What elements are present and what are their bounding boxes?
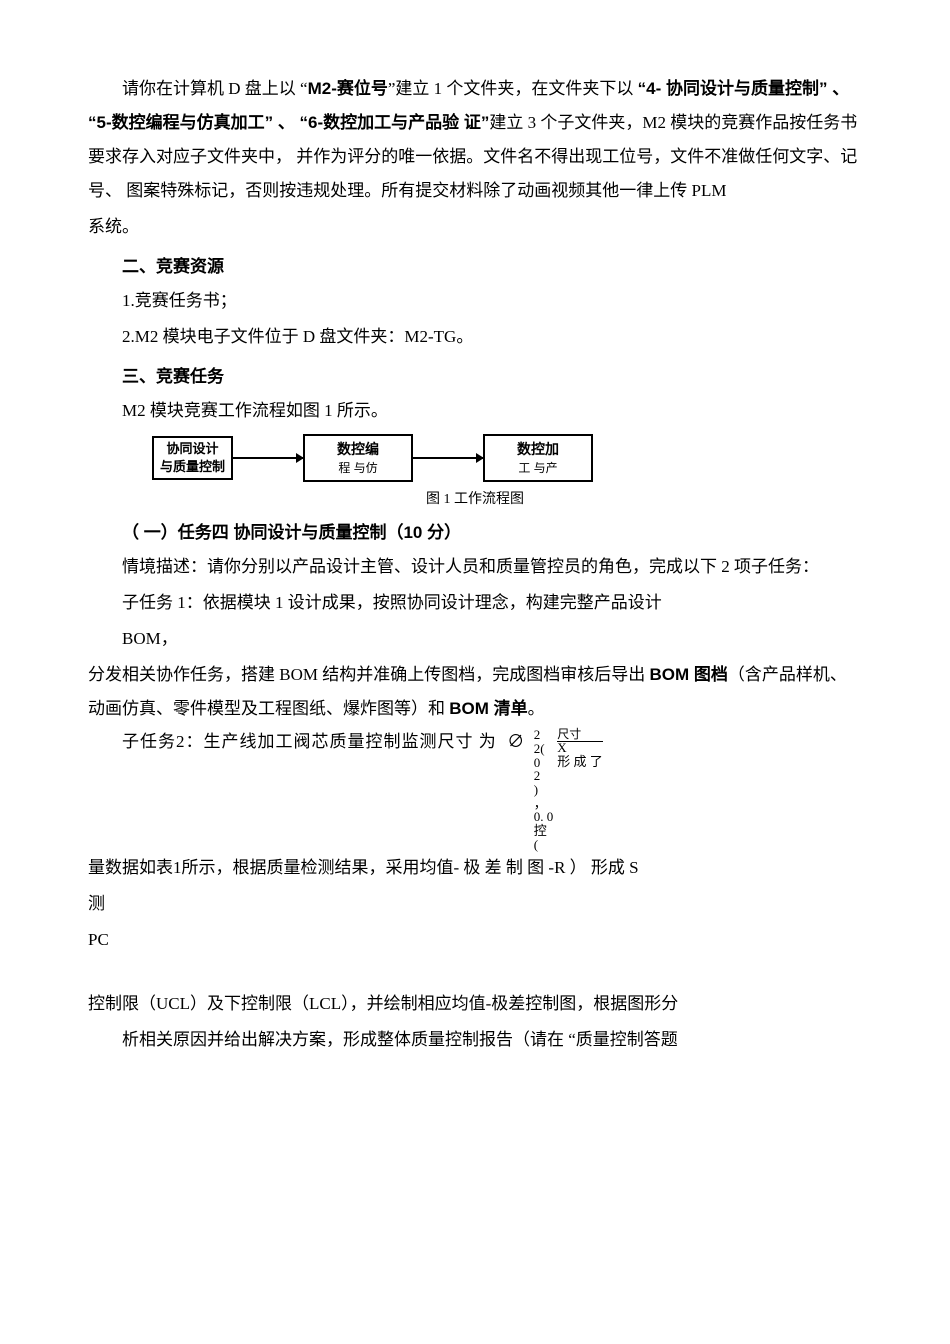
tail-p2: 析相关原因并给出解决方案，形成整体质量控制报告（请在 “质量控制答题 — [88, 1023, 862, 1057]
intro-bold-seat: M2-赛位号 — [308, 79, 388, 98]
flow-node-program: 数控编 程 与仿 — [303, 434, 413, 482]
intro-paragraph: 请你在计算机 D 盘上以 “M2-赛位号”建立 1 个文件夹，在文件夹下以 “4… — [88, 72, 862, 208]
flow-node-machining-l2: 工 与产 — [495, 460, 581, 477]
spacer — [88, 959, 862, 987]
task4-p2b: BOM， — [88, 622, 862, 656]
intro-text-1: 请你在计算机 D 盘上以 “ — [122, 79, 308, 98]
flowchart-row: 协同设计 与质量控制 数控编 程 与仿 数控加 工 与产 — [152, 434, 862, 482]
section-2-title: 二、竞赛资源 — [88, 250, 862, 284]
tail-p1: 控制限（UCL）及下控制限（LCL），并绘制相应均值-极差控制图，根据图形分 — [88, 987, 862, 1021]
task4-p2: 子任务 1：依据模块 1 设计成果，按照协同设计理念，构建完整产品设计 — [88, 586, 862, 620]
sub2-ctrl: 控 ( — [534, 824, 547, 851]
task4-p1: 情境描述：请你分别以产品设计主管、设计人员和质量管控员的角色，完成以下 2 项子… — [88, 550, 862, 584]
flow-node-program-l1: 数控编 — [315, 440, 401, 460]
task4-p3: 分发相关协作任务，搭建 BOM 结构并准确上传图档，完成图档审核后导出 BOM … — [88, 658, 862, 726]
intro-text-2: ”建立 1 个文件夹，在文件夹下以 — [388, 79, 638, 98]
subtask2-line3: 测 — [88, 887, 862, 921]
flow-node-design: 协同设计 与质量控制 — [152, 436, 233, 480]
sub2-r2: X 形 成 了 — [557, 741, 603, 768]
subtask2-line1: 子任务2：生产线加工阀芯质量控制监测尺寸 为 ∅ 2 2(0 2 )， 0. 0… — [122, 728, 862, 851]
flow-node-design-l1: 协同设计 — [160, 440, 225, 458]
flow-node-design-l2: 与质量控制 — [160, 458, 225, 476]
flow-node-machining: 数控加 工 与产 — [483, 434, 593, 482]
task4-bold-bom-doc: BOM 图档 — [649, 665, 727, 684]
sub2-sub: 0. 0 — [534, 810, 554, 824]
task4-bold-bom-list: BOM 清单 — [449, 699, 527, 718]
sub2-lead: 子任务2：生产线加工阀芯质量控制监测尺寸 为 ∅ — [122, 728, 525, 755]
subtask2-line4: PC — [88, 923, 862, 957]
sec2-item-1: 1.竞赛任务书； — [88, 284, 862, 318]
intro-line-system: 系统。 — [88, 210, 862, 244]
flow-arrow-2 — [413, 457, 483, 459]
sub2-space1 — [525, 728, 534, 755]
sub2-sup: 2 2(0 2 )， — [534, 728, 547, 810]
flow-node-program-l2: 程 与仿 — [315, 460, 401, 477]
sub2-fraction: 2 2(0 2 )， 0. 0 控 ( — [534, 728, 554, 851]
sub2-right: 尺寸 X 形 成 了 — [557, 728, 603, 768]
sec2-item-2: 2.M2 模块电子文件位于 D 盘文件夹：M2-TG。 — [88, 320, 862, 354]
task4-p3-a: 分发相关协作任务，搭建 BOM 结构并准确上传图档，完成图档审核后导出 — [88, 665, 649, 684]
sec3-p1: M2 模块竞赛工作流程如图 1 所示。 — [88, 394, 862, 428]
section-3-title: 三、竞赛任务 — [88, 360, 862, 394]
task4-p3-e: 。 — [528, 699, 545, 718]
task4-title: （ 一）任务四 协同设计与质量控制（10 分） — [88, 516, 862, 550]
flow-caption: 图 1 工作流程图 — [88, 486, 862, 514]
flow-node-machining-l1: 数控加 — [495, 440, 581, 460]
flow-arrow-1 — [233, 457, 303, 459]
subtask2-line2: 量数据如表1所示，根据质量检测结果，采用均值- 极 差 制 图 -R ） 形成 … — [88, 851, 862, 885]
flowchart: 协同设计 与质量控制 数控编 程 与仿 数控加 工 与产 图 1 工作流程图 — [152, 434, 862, 514]
